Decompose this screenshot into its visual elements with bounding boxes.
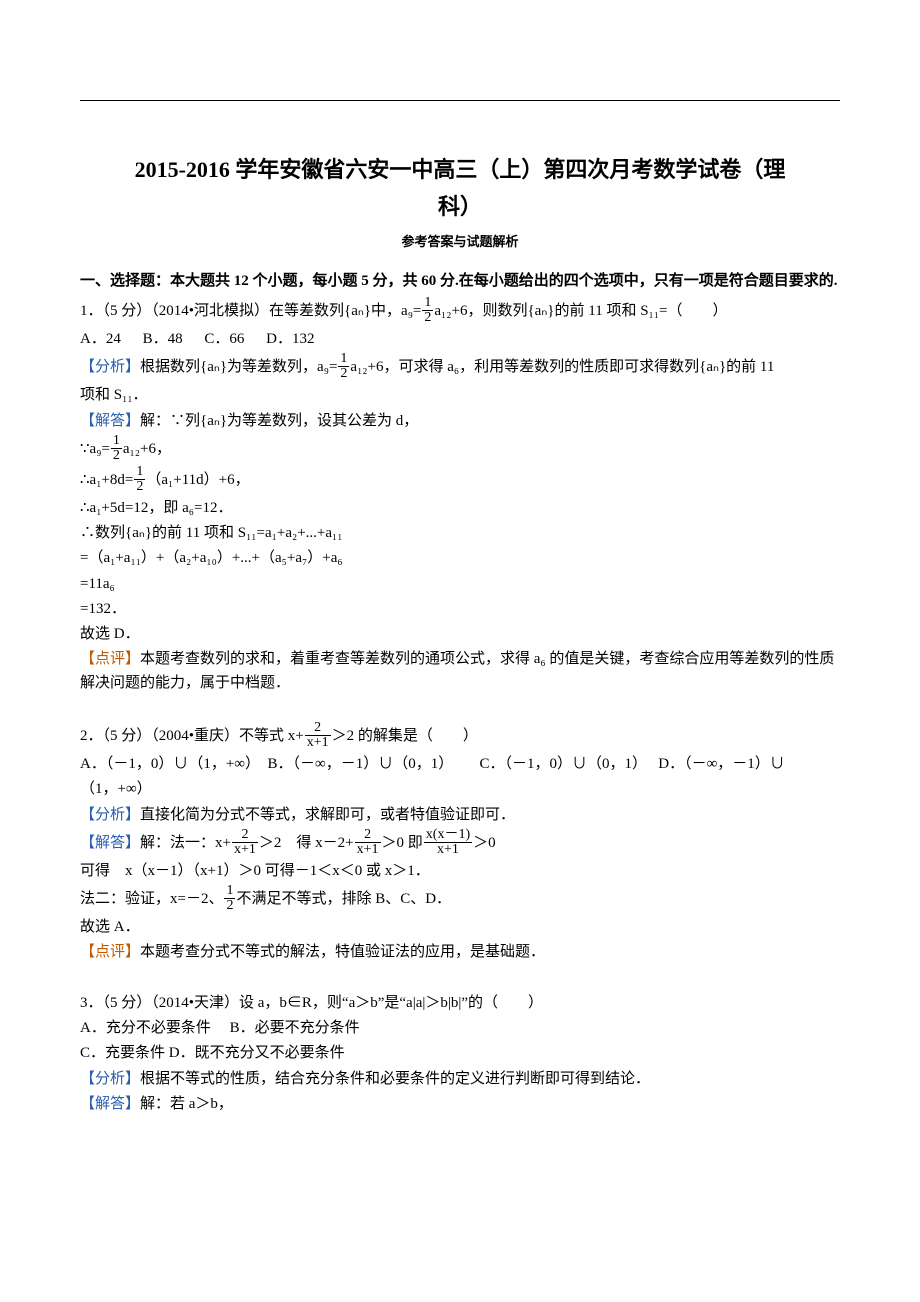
title-line-1: 2015-2016 学年安徽省六安一中高三（上）第四次月考数学试卷（理 [135, 157, 786, 182]
q3-option-a: A．充分不必要条件 [80, 1020, 211, 1036]
q3-analysis-text: 根据不等式的性质，结合充分条件和必要条件的定义进行判断即可得到结论． [140, 1071, 650, 1087]
q2-analysis-text: 直接化简为分式不等式，求解即可，或者特值验证即可． [140, 807, 515, 823]
q2-comment: 【点评】本题考查分式不等式的解法，特值验证法的应用，是基础题． [80, 941, 840, 964]
q3-analysis: 【分析】根据不等式的性质，结合充分条件和必要条件的定义进行判断即可得到结论． [80, 1068, 840, 1091]
fraction: 12 [224, 884, 235, 913]
q1-option-a: A．24 [80, 331, 121, 347]
q2-option-d-pre: D．（－∞，－1）∪ [658, 756, 785, 772]
page: 2015-2016 学年安徽省六安一中高三（上）第四次月考数学试卷（理 科） 参… [0, 0, 920, 1302]
q2-analysis: 【分析】直接化简为分式不等式，求解即可，或者特值验证即可． [80, 804, 840, 827]
q1-solution-1: 【解答】解：∵列{aₙ}为等差数列，设其公差为 d， [80, 410, 840, 433]
top-rule [80, 100, 840, 101]
q3-option-d: D．既不充分又不必要条件 [169, 1045, 345, 1061]
subtitle: 参考答案与试题解析 [80, 232, 840, 252]
q1-sol-l2-pre: ∵a₉= [80, 441, 110, 457]
q2-stem-post: ＞2 的解集是（ ） [332, 728, 478, 744]
q2-sol-l1-mid2: ＞0 即 [382, 835, 423, 851]
q1-solution-6: =（a₁+a₁₁）+（a₂+a₁₀）+...+（a₅+a₇）+a₆ [80, 547, 840, 570]
q1-analysis-pre: 根据数列{aₙ}为等差数列，a₉= [140, 359, 337, 375]
q2-comment-text: 本题考查分式不等式的解法，特值验证法的应用，是基础题． [140, 944, 545, 960]
fraction: x(x－1)x+1 [424, 828, 472, 857]
q2-option-a: A．（－1，0）∪（1，+∞） [80, 756, 260, 772]
q1-solution-2: ∵a₉=12a₁₂+6， [80, 435, 840, 464]
q2-option-c: C．（－1，0）∪（0，1） [479, 756, 639, 772]
q2-solution-3: 法二：验证，x=－2、12不满足不等式，排除 B、C、D． [80, 885, 840, 914]
solution-label: 【解答】 [80, 413, 140, 429]
q3-options-line2: C．充要条件 D．既不充分又不必要条件 [80, 1042, 840, 1065]
fraction: 12 [422, 296, 433, 325]
q2-sol-l1-post: ＞0 [473, 835, 496, 851]
comment-label: 【点评】 [80, 651, 140, 667]
analysis-label: 【分析】 [80, 807, 140, 823]
page-title: 2015-2016 学年安徽省六安一中高三（上）第四次月考数学试卷（理 科） [80, 151, 840, 226]
q2-option-b: B．（－∞，－1）∪（0，1） [268, 756, 446, 772]
section-1-heading: 一、选择题：本大题共 12 个小题，每小题 5 分，共 60 分.在每小题给出的… [80, 270, 840, 293]
q2-options-line2: （1，+∞） [80, 778, 840, 801]
q2-solution-2: 可得 x（x－1）（x+1）＞0 可得－1＜x＜0 或 x＞1． [80, 860, 840, 883]
q1-solution-3: ∴a₁+8d=12（a₁+11d）+6， [80, 466, 840, 495]
fraction: 2x+1 [355, 828, 381, 857]
q1-solution-4: ∴a₁+5d=12，即 a₆=12． [80, 497, 840, 520]
q2-solution-4: 故选 A． [80, 916, 840, 939]
q1-option-b: B．48 [143, 331, 183, 347]
q3-option-c: C．充要条件 [80, 1045, 165, 1061]
comment-label: 【点评】 [80, 944, 140, 960]
q1-analysis: 【分析】根据数列{aₙ}为等差数列，a₉=12a₁₂+6，可求得 a₆，利用等差… [80, 353, 840, 382]
fraction: 2x+1 [232, 828, 258, 857]
q1-sol-l3-pre: ∴a₁+8d= [80, 472, 133, 488]
q1-sol-l2-post: a₁₂+6， [123, 441, 171, 457]
q2-sol-l1-pre: 解：法一：x+ [140, 835, 231, 851]
q2-stem: 2．（5 分）（2004•重庆）不等式 x+2x+1＞2 的解集是（ ） [80, 722, 840, 751]
fraction: 12 [111, 434, 122, 463]
q1-sol-l1: 解：∵列{aₙ}为等差数列，设其公差为 d， [140, 413, 418, 429]
q3-sol-l1: 解：若 a＞b， [140, 1096, 233, 1112]
q2-stem-pre: 2．（5 分）（2004•重庆）不等式 x+ [80, 728, 304, 744]
q2-sol-l3-post: 不满足不等式，排除 B、C、D． [236, 891, 451, 907]
q1-comment-text: 本题考查数列的求和，着重考查等差数列的通项公式，求得 a₆ 的值是关键，考查综合… [80, 651, 834, 690]
q2-sol-l1-mid1: ＞2 得 x－2+ [259, 835, 354, 851]
q1-solution-8: =132． [80, 598, 840, 621]
q1-stem-pre: 1．（5 分）（2014•河北模拟）在等差数列{aₙ}中，a₉= [80, 303, 421, 319]
q1-solution-7: =11a₆ [80, 573, 840, 596]
solution-label: 【解答】 [80, 835, 140, 851]
q1-option-d: D．132 [266, 331, 314, 347]
q1-sol-l3-post: （a₁+11d）+6， [146, 472, 249, 488]
q3-solution-1: 【解答】解：若 a＞b， [80, 1093, 840, 1116]
q1-stem: 1．（5 分）（2014•河北模拟）在等差数列{aₙ}中，a₉=12a₁₂+6，… [80, 297, 840, 326]
q1-options: A．24 B．48 C．66 D．132 [80, 328, 840, 351]
q1-analysis-2: 项和 S₁₁． [80, 384, 840, 407]
fraction: 2x+1 [305, 721, 331, 750]
analysis-label: 【分析】 [80, 1071, 140, 1087]
q2-solution-1: 【解答】解：法一：x+2x+1＞2 得 x－2+2x+1＞0 即x(x－1)x+… [80, 829, 840, 858]
q3-stem: 3．（5 分）（2014•天津）设 a，b∈R，则“a＞b”是“a|a|＞b|b… [80, 992, 840, 1015]
analysis-label: 【分析】 [80, 359, 140, 375]
q3-options-line1: A．充分不必要条件 B．必要不充分条件 [80, 1017, 840, 1040]
q1-stem-post: a₁₂+6，则数列{aₙ}的前 11 项和 S₁₁=（ ） [434, 303, 727, 319]
q3-option-b: B．必要不充分条件 [230, 1020, 360, 1036]
q1-option-c: C．66 [204, 331, 244, 347]
q2-options-line1: A．（－1，0）∪（1，+∞） B．（－∞，－1）∪（0，1） C．（－1，0）… [80, 753, 840, 776]
q1-comment: 【点评】本题考查数列的求和，着重考查等差数列的通项公式，求得 a₆ 的值是关键，… [80, 648, 840, 695]
q1-solution-9: 故选 D． [80, 623, 840, 646]
title-line-2: 科） [80, 188, 840, 225]
fraction: 12 [134, 465, 145, 494]
solution-label: 【解答】 [80, 1096, 140, 1112]
q1-solution-5: ∴数列{aₙ}的前 11 项和 S₁₁=a₁+a₂+...+a₁₁ [80, 522, 840, 545]
q2-sol-l3-pre: 法二：验证，x=－2、 [80, 891, 223, 907]
q1-analysis-post: a₁₂+6，可求得 a₆，利用等差数列的性质即可求得数列{aₙ}的前 11 [350, 359, 774, 375]
fraction: 12 [338, 352, 349, 381]
